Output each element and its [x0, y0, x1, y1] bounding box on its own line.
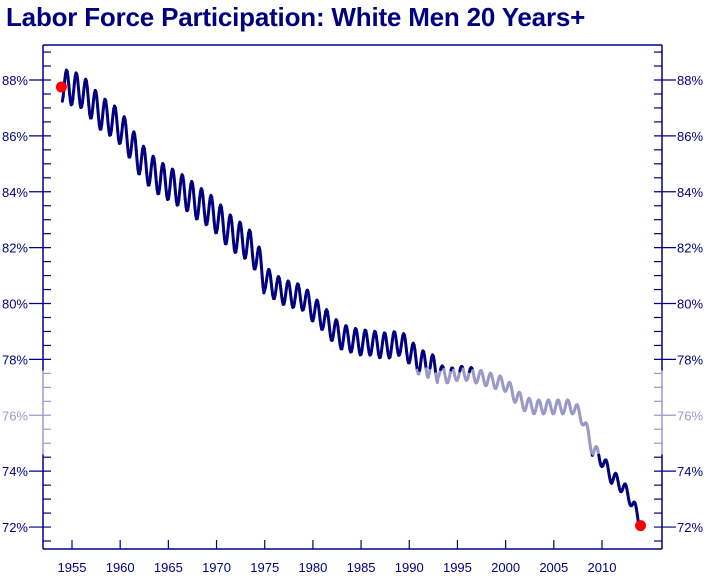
y-tick-label-left: 80% — [2, 297, 28, 312]
series-segment — [202, 202, 206, 215]
x-tick-label: 1980 — [298, 560, 327, 575]
x-tick-label: 2005 — [539, 560, 568, 575]
series-segment — [173, 183, 178, 196]
series-segment — [125, 132, 129, 146]
x-tick-label: 1965 — [154, 560, 183, 575]
series-segment — [134, 148, 139, 162]
series-segment — [86, 94, 91, 108]
y-tick-label-right: 86% — [677, 129, 703, 144]
series-segment — [260, 276, 265, 289]
y-tick-label-right: 72% — [677, 520, 703, 535]
y-tick-label-left: 72% — [2, 520, 28, 535]
y-tick-label-left: 76% — [2, 408, 28, 423]
x-tick-label: 1960 — [106, 560, 135, 575]
x-tick-label: 1955 — [58, 560, 87, 575]
y-tick-label-left: 86% — [2, 129, 28, 144]
series-segment — [96, 105, 100, 119]
series-segment — [221, 220, 226, 233]
y-tick-label-right: 88% — [677, 73, 703, 88]
series-segment — [231, 229, 235, 242]
series-segment — [124, 123, 129, 136]
series-segment — [163, 177, 168, 190]
y-tick-label-right: 78% — [677, 352, 703, 367]
data-series-line — [60, 68, 643, 531]
series-segment — [192, 196, 197, 209]
y-tick-label-right: 84% — [677, 185, 703, 200]
y-tick-label-left: 84% — [2, 185, 28, 200]
x-tick-label: 1990 — [395, 560, 424, 575]
y-axis-left: 72% 74% 76% 78% 80% 82% 84% 86% 88% — [2, 51, 51, 542]
series-segment — [115, 120, 120, 133]
series-segment — [260, 265, 264, 280]
series-segment — [182, 188, 187, 201]
y-tick-label-right: 82% — [677, 241, 703, 256]
y-tick-label-right: 74% — [677, 464, 703, 479]
x-tick-label: 2000 — [491, 560, 520, 575]
endpoint-markers — [55, 81, 647, 532]
plot-frame — [42, 44, 663, 550]
series-segment — [240, 236, 245, 249]
series-segment — [133, 139, 138, 152]
chart-title: Labor Force Participation: White Men 20 … — [6, 2, 586, 32]
series-segment — [211, 210, 216, 223]
series-segment — [144, 161, 149, 175]
start-point-marker — [55, 81, 67, 93]
x-tick-label: 1985 — [347, 560, 376, 575]
y-tick-label-left: 74% — [2, 464, 28, 479]
y-tick-label-right: 76% — [677, 408, 703, 423]
y-tick-label-left: 82% — [2, 241, 28, 256]
series-segment — [105, 113, 110, 126]
y-tick-label-left: 78% — [2, 352, 28, 367]
x-axis: 1955 1960 1965 1970 1975 1980 1985 1990 1995 2000… — [58, 540, 617, 575]
y-tick-label-right: 80% — [677, 297, 703, 312]
x-tick-label: 1975 — [250, 560, 279, 575]
x-tick-label: 1970 — [202, 560, 231, 575]
series-segment — [154, 170, 158, 184]
series-segment — [259, 255, 264, 269]
y-tick-label-left: 88% — [2, 73, 28, 88]
y-axis-right: 72% 74% 76% 78% 80% 82% 84% 86% 88% — [654, 51, 703, 542]
end-point-marker — [635, 520, 647, 532]
x-tick-label: 1995 — [443, 560, 472, 575]
series-segment — [250, 245, 255, 259]
x-tick-label: 2010 — [588, 560, 617, 575]
